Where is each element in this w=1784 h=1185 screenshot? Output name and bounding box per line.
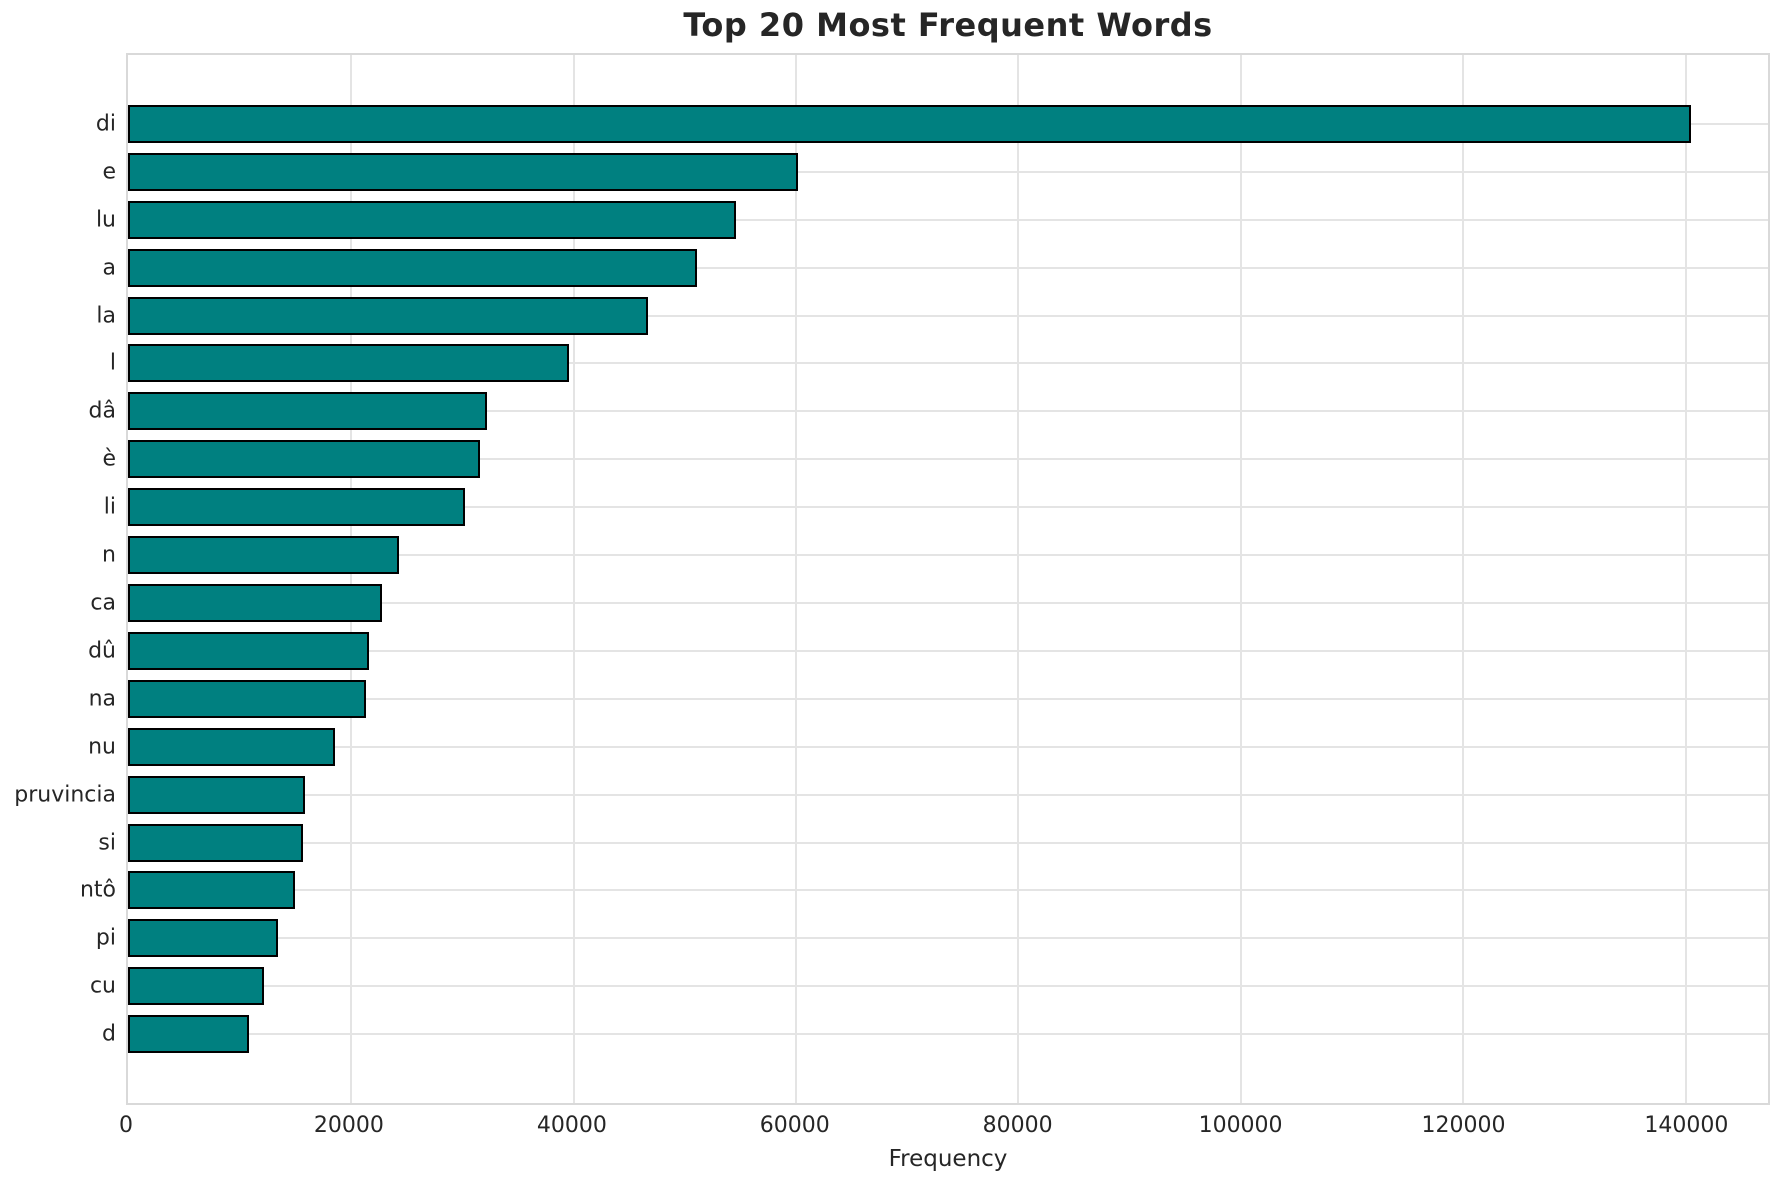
y-axis-category-label: lu <box>95 207 116 233</box>
bar-rows: di e lu a la l dâ è li n ca dû na nu pruvincia si ntô pi c… <box>14 55 1768 1103</box>
y-axis-category-label: pruvincia <box>14 782 116 808</box>
vertical-gridline <box>350 55 353 1103</box>
vertical-gridline <box>1684 55 1687 1103</box>
x-axis-tick-label: 140000 <box>1644 1113 1729 1138</box>
frequency-bar <box>128 392 488 431</box>
frequency-bar <box>128 919 279 958</box>
bar-row: cu <box>90 962 1768 1010</box>
bar-row: d <box>102 1010 1768 1058</box>
frequency-bar <box>128 1015 250 1054</box>
vertical-gridline <box>1017 55 1020 1103</box>
x-axis-tick-label: 120000 <box>1421 1113 1506 1138</box>
frequency-bar <box>128 679 366 718</box>
bar-row: nu <box>88 723 1768 771</box>
x-axis-title: Frequency <box>888 1146 1008 1172</box>
y-axis-category-label: d <box>102 1021 116 1047</box>
y-axis-category-label: na <box>88 686 116 712</box>
bar-row: li <box>104 483 1768 531</box>
y-axis-category-label: ntô <box>79 877 116 903</box>
x-axis-tick-label: 80000 <box>982 1113 1053 1138</box>
y-axis-category-label: dû <box>88 638 116 664</box>
bar-row: ntô <box>80 867 1768 915</box>
plot-area: di e lu a la l dâ è li n ca dû na nu pruvincia si ntô pi c… <box>14 53 1770 1105</box>
x-axis-tick-label: 100000 <box>1198 1113 1283 1138</box>
bar-row: la <box>96 292 1768 340</box>
chart-title: Top 20 Most Frequent Words <box>683 6 1213 44</box>
bar-row: dû <box>88 627 1768 675</box>
frequency-bar <box>128 248 698 287</box>
y-axis-category-label: nu <box>88 734 116 760</box>
frequency-bar <box>128 584 382 623</box>
y-axis-category-label: l <box>109 350 116 376</box>
y-axis-category-label: li <box>103 494 116 520</box>
frequency-bar <box>128 440 481 479</box>
frequency-bar <box>128 296 649 335</box>
vertical-gridline <box>1239 55 1242 1103</box>
bar-row: dâ <box>89 387 1768 435</box>
bar-row: ca <box>90 579 1768 627</box>
x-axis-tick-label: 60000 <box>759 1113 830 1138</box>
frequency-bar <box>128 967 265 1006</box>
bar-row: pruvincia <box>14 771 1768 819</box>
y-axis-category-label: è <box>102 446 116 472</box>
bar-row: lu <box>96 196 1768 244</box>
frequency-bar <box>128 727 335 766</box>
frequency-bar <box>128 200 737 239</box>
y-axis-category-label: dâ <box>88 398 116 424</box>
x-axis-tick-label: 0 <box>119 1113 133 1138</box>
frequency-bar <box>128 631 370 670</box>
bar-row: di <box>96 100 1768 148</box>
y-axis-category-label: e <box>102 159 116 185</box>
frequency-bar <box>128 344 570 383</box>
y-axis-category-label: si <box>98 830 116 856</box>
y-axis-category-label: n <box>102 542 116 568</box>
y-axis-category-label: pi <box>95 925 116 951</box>
frequency-bar <box>128 871 295 910</box>
bar-row: è <box>102 435 1768 483</box>
bar-row: a <box>103 244 1768 292</box>
bar-row: e <box>102 148 1768 196</box>
x-axis-tick-label: 40000 <box>536 1113 607 1138</box>
vertical-gridline <box>572 55 575 1103</box>
x-axis-tick-label: 20000 <box>313 1113 384 1138</box>
bar-row: l <box>110 340 1768 388</box>
y-axis-category-label: a <box>102 255 116 281</box>
vertical-gridline <box>1462 55 1465 1103</box>
bar-row: pi <box>96 914 1768 962</box>
frequency-bar <box>128 775 305 814</box>
y-axis-category-label: la <box>96 303 116 329</box>
y-axis-category-label: di <box>95 111 116 137</box>
frequency-bar <box>128 536 400 575</box>
bar-row: si <box>98 819 1768 867</box>
bar-row: na <box>89 675 1768 723</box>
y-axis-category-label: ca <box>90 590 116 616</box>
bar-row: n <box>102 531 1768 579</box>
frequency-bar <box>128 823 303 862</box>
vertical-gridline <box>795 55 798 1103</box>
x-axis-ticks: 0 20000 40000 60000 80000 100000 120000 140000 <box>119 1113 1770 1143</box>
frequency-bar <box>128 152 799 191</box>
y-axis-category-label: cu <box>89 973 116 999</box>
frequency-bar <box>128 104 1692 143</box>
frequency-bar <box>128 488 465 527</box>
